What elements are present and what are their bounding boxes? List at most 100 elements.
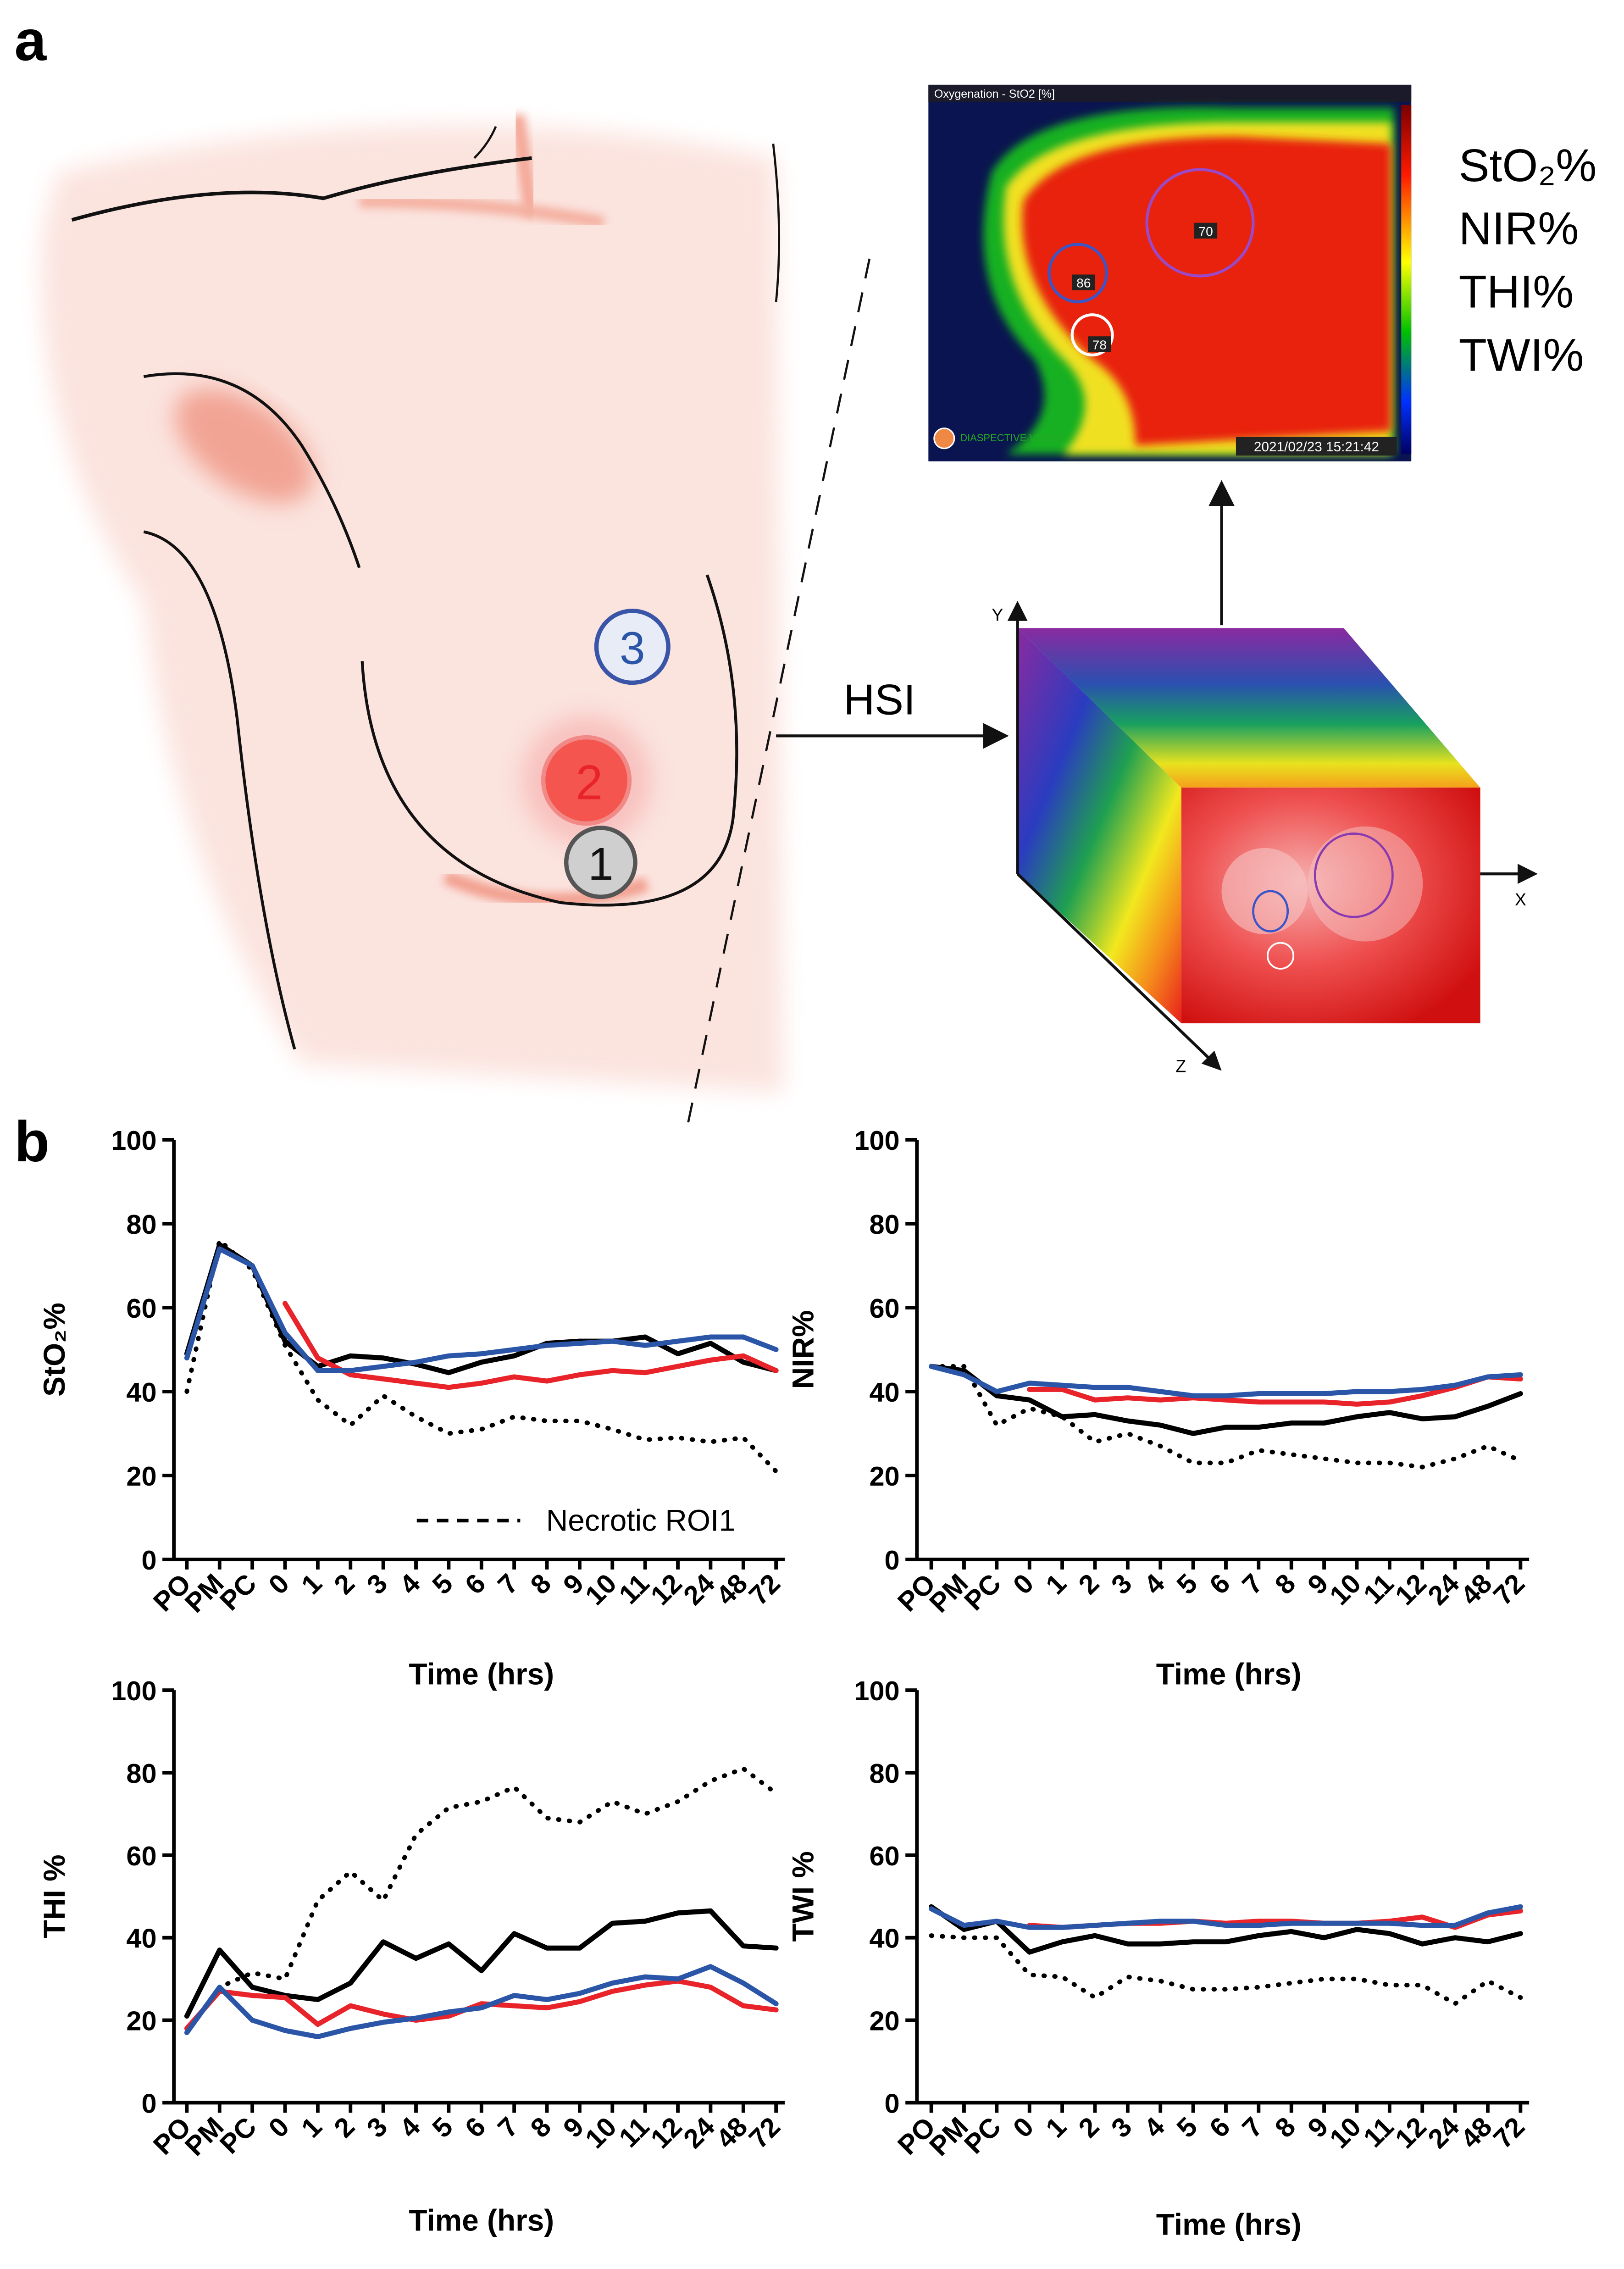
x-tick-label: 4 <box>394 1568 426 1600</box>
roi-label: 1 <box>588 838 614 890</box>
y-tick-label: 60 <box>869 1841 899 1871</box>
colorbar-label: 20 <box>1416 377 1427 388</box>
data-line <box>283 1301 779 1390</box>
x-tick-label: 6 <box>1203 1568 1236 1600</box>
x-tick-label: 5 <box>426 1568 459 1600</box>
x-tick-label: 7 <box>1236 1568 1269 1600</box>
y-tick-label: 60 <box>126 1841 156 1871</box>
colorbar-label: 40 <box>1416 308 1427 320</box>
x-tick-label: 1 <box>295 1568 328 1600</box>
x-tick-label: 0 <box>1007 1568 1040 1600</box>
heatmap-title: Oxygenation - StO2 [%] <box>934 88 1055 100</box>
y-tick-label: 60 <box>126 1293 156 1324</box>
data-line <box>1027 1374 1523 1407</box>
y-axis-label: TWI % <box>786 1851 820 1942</box>
x-tick-label: 2 <box>1072 1568 1105 1600</box>
y-axis-label: StO₂% <box>37 1303 71 1397</box>
colorbar-label: 80 <box>1416 172 1427 183</box>
x-tick-label: PC <box>214 2111 262 2160</box>
axis-letter: X <box>1515 890 1526 909</box>
roi-markers: 1 2 3 <box>521 609 671 899</box>
x-tick-label: 0 <box>1007 2111 1040 2144</box>
y-tick-label: 80 <box>126 1209 156 1240</box>
y-axis-label: NIR% <box>786 1310 820 1389</box>
y-tick-label: 80 <box>869 1209 899 1240</box>
x-tick-label: 7 <box>1236 2111 1269 2144</box>
data-line <box>184 1766 779 2035</box>
x-tick-label: 5 <box>1171 2111 1203 2144</box>
x-tick-label: PC <box>214 1568 262 1616</box>
y-tick-label: 20 <box>126 1461 156 1492</box>
y-tick-label: 60 <box>869 1293 899 1324</box>
x-tick-label: 0 <box>262 1568 295 1600</box>
x-tick-label: 2 <box>1072 2111 1105 2144</box>
x-tick-label: 0 <box>262 2111 295 2144</box>
data-line <box>929 1364 1523 1470</box>
x-tick-label: 2 <box>328 1568 360 1600</box>
roi-value: 78 <box>1092 337 1107 352</box>
x-tick-label: 6 <box>459 2111 492 2144</box>
y-tick-label: 100 <box>854 1675 899 1706</box>
parameter-list: StO₂% NIR% THI% TWI% <box>1459 140 1597 381</box>
data-line <box>929 1364 1523 1436</box>
logo: DIASPECTIVE VISION <box>960 432 1063 444</box>
colorbar-label: 100 <box>1416 103 1433 114</box>
x-tick-label: PC <box>958 1568 1007 1616</box>
parameter: THI% <box>1459 266 1574 318</box>
data-line <box>184 1246 779 1373</box>
x-tick-label: 3 <box>1105 2111 1138 2144</box>
y-tick-label: 80 <box>126 1758 156 1789</box>
axis-letter: Z <box>1175 1057 1186 1076</box>
parameter: TWI% <box>1459 329 1584 381</box>
x-tick-label: 1 <box>295 2111 328 2144</box>
x-axis-label: Time (hrs) <box>1156 2208 1302 2241</box>
parameter: StO₂% <box>1459 140 1597 191</box>
y-tick-label: 40 <box>126 1923 156 1954</box>
x-tick-label: 7 <box>492 2111 524 2144</box>
arrow-label: HSI <box>843 675 915 723</box>
colorbar-label: 0 <box>1416 445 1421 456</box>
x-tick-label: 72 <box>1487 2111 1530 2154</box>
data-line <box>929 1933 1523 2006</box>
x-axis-label: Time (hrs) <box>409 2203 554 2237</box>
x-tick-label: 5 <box>1171 1568 1203 1600</box>
x-tick-label: 3 <box>1105 1568 1138 1600</box>
data-line <box>929 1364 1523 1398</box>
y-tick-label: 0 <box>885 1545 900 1576</box>
colorbar-label: 60 <box>1416 240 1427 251</box>
roi-label: 2 <box>576 755 603 810</box>
x-tick-label: 3 <box>361 1568 394 1600</box>
y-tick-label: 40 <box>869 1923 899 1954</box>
body-sketch <box>41 114 783 1093</box>
x-tick-label: 2 <box>328 2111 360 2144</box>
x-tick-label: 4 <box>394 2111 426 2144</box>
x-tick-label: 8 <box>1269 2111 1302 2144</box>
x-tick-label: 8 <box>1269 1568 1302 1600</box>
x-axis-label: Time (hrs) <box>409 1657 554 1691</box>
y-tick-label: 40 <box>126 1377 156 1408</box>
y-tick-label: 20 <box>126 2006 156 2036</box>
x-tick-label: 6 <box>459 1568 492 1600</box>
y-axis-label: THI % <box>37 1854 71 1938</box>
roi-label: 3 <box>620 623 645 674</box>
colorbar-labels: 100 80 60 40 20 0 <box>1416 103 1433 456</box>
data-line <box>929 1904 1523 1955</box>
x-tick-label: 72 <box>743 2111 786 2154</box>
y-tick-label: 100 <box>111 1675 156 1706</box>
panel-label: b <box>14 1110 50 1174</box>
legend-label: Necrotic ROI1 <box>546 1503 736 1537</box>
y-tick-label: 100 <box>854 1125 899 1156</box>
parameter: NIR% <box>1459 203 1579 255</box>
x-tick-label: 1 <box>1040 2111 1072 2144</box>
x-tick-label: PC <box>958 2111 1007 2160</box>
data-line <box>184 1238 779 1474</box>
panel-label: a <box>14 9 47 73</box>
x-tick-label: 1 <box>1040 1568 1072 1600</box>
timestamp: 2021/02/23 15:21:42 <box>1254 439 1379 455</box>
arrow <box>776 480 1235 749</box>
x-tick-label: 4 <box>1138 2111 1170 2144</box>
x-tick-label: 4 <box>1138 1568 1170 1600</box>
y-tick-label: 40 <box>869 1377 899 1408</box>
axis-letter: Y <box>992 605 1003 625</box>
